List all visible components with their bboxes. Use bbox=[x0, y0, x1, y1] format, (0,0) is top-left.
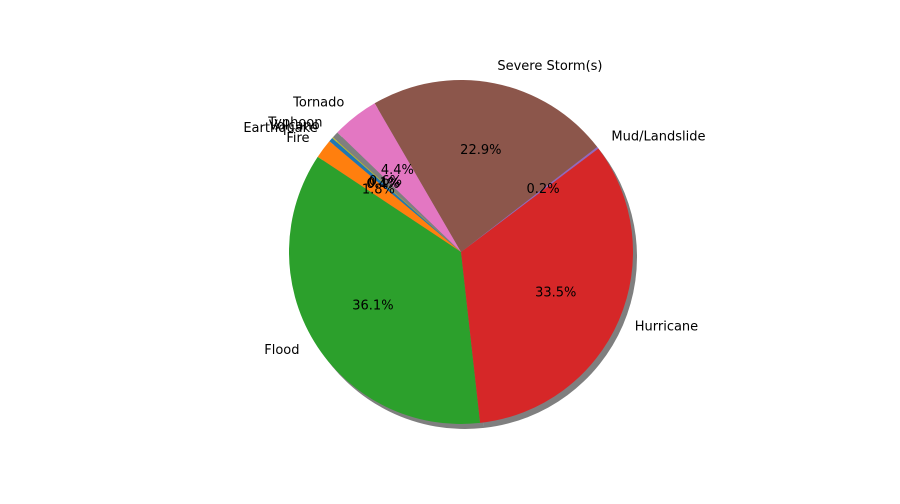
pie-slice-tornado bbox=[337, 103, 461, 252]
slice-percent-severe-storm-s: 22.9% bbox=[460, 143, 501, 158]
slice-label-tornado: Tornado bbox=[292, 96, 344, 111]
pie-slice-earthquake bbox=[329, 138, 461, 252]
pie-slice-typhoon bbox=[332, 132, 461, 252]
pie-slice-hurricane bbox=[461, 148, 633, 423]
slice-percent-typhoon: 0.6% bbox=[369, 174, 402, 189]
slice-percent-fire: 1.8% bbox=[362, 183, 395, 198]
pie-slice-flood bbox=[289, 156, 481, 424]
slice-percent-flood: 36.1% bbox=[352, 298, 393, 313]
slice-percent-volcano: 0.1% bbox=[367, 176, 400, 191]
slice-label-flood: Flood bbox=[264, 343, 299, 358]
slice-percent-earthquake: 0.4% bbox=[366, 177, 399, 192]
pie-slice-fire bbox=[317, 141, 461, 252]
pie-slice-mud-landslide bbox=[461, 146, 599, 252]
slice-label-mud-landslide: Mud/Landslide bbox=[611, 130, 705, 145]
pie-percent-labels: 0.4%1.8% 36.1% 33.5% 0.2% 22.9% 4.4%0.6%0.1% bbox=[352, 143, 576, 313]
slice-label-typhoon: Typhoon bbox=[267, 116, 322, 131]
pie-slice-severe-storm-s bbox=[374, 80, 598, 253]
slice-label-severe-storm-s: Severe Storm(s) bbox=[497, 59, 602, 74]
slice-label-hurricane: Hurricane bbox=[635, 319, 698, 334]
slice-label-volcano: Volcano bbox=[269, 119, 320, 134]
slice-label-earthquake: Earthquake bbox=[243, 121, 317, 136]
pie-slice-volcano bbox=[332, 137, 461, 252]
slice-percent-mud-landslide: 0.2% bbox=[527, 182, 560, 197]
slice-percent-tornado: 4.4% bbox=[381, 163, 414, 178]
pie-wedges bbox=[289, 80, 633, 424]
slice-label-fire: Fire bbox=[286, 131, 309, 146]
slice-percent-hurricane: 33.5% bbox=[535, 285, 576, 300]
